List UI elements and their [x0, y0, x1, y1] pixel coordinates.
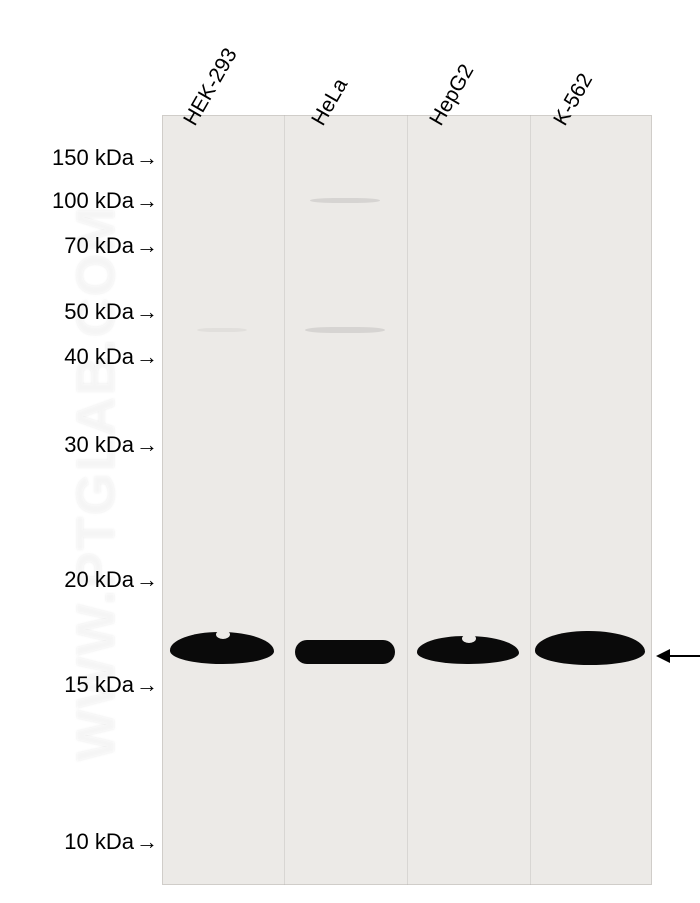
target-arrow-head: [656, 649, 670, 663]
mw-marker-label: 50 kDa→: [64, 299, 158, 325]
mw-marker-label: 150 kDa→: [52, 145, 158, 171]
lane-divider: [284, 115, 285, 885]
band-notch: [462, 634, 476, 643]
mw-marker-label: 10 kDa→: [64, 829, 158, 855]
band-notch: [216, 630, 230, 639]
main-band: [535, 631, 645, 665]
faint-band: [305, 327, 385, 333]
mw-marker-label: 30 kDa→: [64, 432, 158, 458]
mw-marker-label: 40 kDa→: [64, 344, 158, 370]
mw-marker-label: 20 kDa→: [64, 567, 158, 593]
main-band: [295, 640, 395, 664]
faint-band: [310, 198, 380, 203]
lane-divider: [407, 115, 408, 885]
mw-marker-label: 100 kDa→: [52, 188, 158, 214]
faint-band: [197, 328, 247, 332]
mw-marker-label: 70 kDa→: [64, 233, 158, 259]
mw-marker-label: 15 kDa→: [64, 672, 158, 698]
lane-divider: [530, 115, 531, 885]
target-arrow-line: [668, 655, 700, 657]
blot-figure: WWW.PTGLAB.COM HEK-293HeLaHepG2K-562 150…: [0, 0, 700, 903]
